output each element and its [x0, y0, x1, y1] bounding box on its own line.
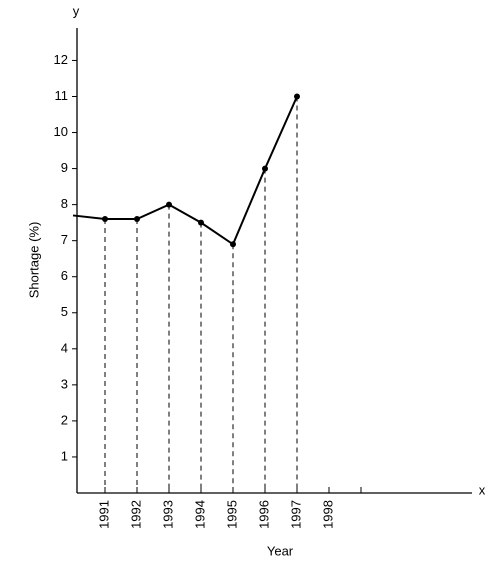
y-axis-label: Shortage (%): [26, 222, 41, 299]
data-point: [134, 216, 140, 223]
data-point: [198, 219, 204, 226]
data-point: [262, 165, 268, 172]
x-tick-label: 1998: [320, 500, 335, 529]
y-tick-label: 10: [54, 124, 68, 139]
y-tick-label: 8: [61, 196, 68, 211]
y-tick-label: 6: [61, 268, 68, 283]
y-axis-symbol: y: [73, 3, 80, 18]
x-tick-label: 1996: [256, 500, 271, 529]
y-tick-label: 1: [61, 448, 68, 463]
data-point: [166, 201, 172, 208]
data-point: [294, 93, 300, 100]
x-tick-label: 1997: [288, 500, 303, 529]
y-tick-label: 11: [55, 88, 69, 103]
x-tick-label: 1993: [160, 500, 175, 529]
data-point: [102, 216, 108, 223]
x-tick-label: 1992: [128, 500, 143, 529]
x-tick-label: 1994: [192, 500, 207, 529]
x-axis-symbol: x: [479, 482, 486, 497]
x-tick-label: 1991: [96, 500, 111, 529]
y-tick-label: 5: [61, 304, 68, 319]
y-tick-label: 12: [54, 52, 68, 67]
x-axis-label: Year: [267, 543, 294, 558]
data-point: [230, 241, 236, 248]
y-tick-label: 9: [61, 160, 68, 175]
x-tick-label: 1995: [224, 500, 239, 529]
y-tick-label: 3: [61, 376, 68, 391]
y-tick-label: 7: [61, 232, 68, 247]
y-tick-label: 2: [61, 412, 68, 427]
y-tick-label: 4: [61, 340, 68, 355]
data-line: [72, 96, 298, 246]
